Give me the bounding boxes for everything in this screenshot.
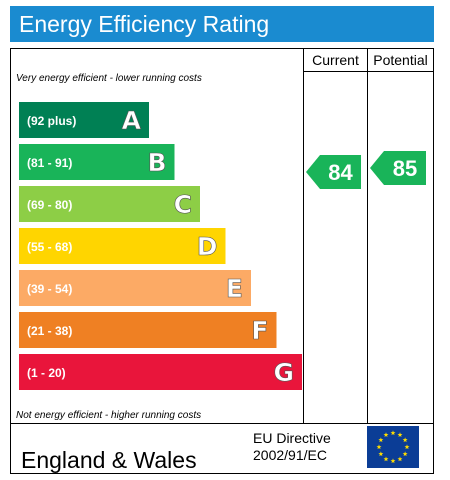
band-e-range: (39 - 54) bbox=[27, 282, 72, 296]
band-g bbox=[19, 354, 302, 390]
eu-directive: EU Directive 2002/91/EC bbox=[253, 430, 331, 464]
eu-flag-star bbox=[390, 458, 396, 464]
divider-potential bbox=[367, 49, 368, 423]
band-b bbox=[19, 144, 175, 180]
band-g-range: (1 - 20) bbox=[27, 366, 66, 380]
rating-indicators-svg: 84 85 bbox=[306, 151, 426, 189]
eu-flag-star bbox=[378, 437, 384, 443]
eu-flag-star bbox=[397, 456, 403, 462]
footer-divider bbox=[11, 423, 433, 424]
footer: England & Wales bbox=[11, 423, 433, 473]
band-a bbox=[19, 102, 149, 138]
rating-frame: Current Potential Very energy efficient … bbox=[10, 48, 434, 474]
band-d-letter: D bbox=[197, 232, 218, 261]
note-inefficient: Not energy efficient - higher running co… bbox=[16, 410, 202, 421]
band-d-range: (55 - 68) bbox=[27, 240, 72, 254]
eu-flag-star bbox=[404, 444, 410, 450]
band-a-range: (92 plus) bbox=[27, 114, 76, 128]
band-f-letter: F bbox=[251, 316, 268, 345]
current-rating-value: 84 bbox=[328, 160, 353, 185]
potential-rating-arrow bbox=[370, 151, 426, 185]
chart-title: Energy Efficiency Rating bbox=[19, 11, 270, 37]
band-c bbox=[19, 186, 200, 222]
eu-flag-star bbox=[402, 437, 408, 443]
potential-rating-value: 85 bbox=[393, 156, 417, 181]
eu-flag-star bbox=[383, 432, 389, 437]
eu-directive-line2: 2002/91/EC bbox=[253, 447, 327, 463]
rating-bands-svg: (92 plus) A (81 - 91) B (69 - 80) C (55 - 68) D… bbox=[19, 102, 302, 390]
band-b-letter: B bbox=[147, 148, 166, 177]
band-f-range: (21 - 38) bbox=[27, 324, 72, 338]
footer-region: England & Wales bbox=[21, 447, 197, 473]
band-e bbox=[19, 270, 251, 306]
eu-flag-star bbox=[383, 456, 389, 462]
column-header-current: Current bbox=[312, 52, 359, 68]
header-underline bbox=[303, 71, 433, 72]
band-d bbox=[19, 228, 226, 264]
eu-directive-line1: EU Directive bbox=[253, 430, 331, 446]
divider-current bbox=[303, 49, 304, 423]
note-efficient: Very energy efficient - lower running co… bbox=[16, 73, 202, 84]
band-a-letter: A bbox=[122, 106, 142, 135]
band-b-range: (81 - 91) bbox=[27, 156, 72, 170]
eu-flag-star bbox=[402, 451, 408, 457]
band-f bbox=[19, 312, 277, 348]
column-header-potential: Potential bbox=[373, 52, 428, 68]
band-c-letter: C bbox=[174, 190, 192, 219]
title-bar: Energy Efficiency Rating bbox=[10, 6, 434, 42]
eu-flag-star bbox=[390, 430, 396, 436]
eu-flag-star bbox=[378, 451, 384, 457]
band-e-letter: E bbox=[226, 274, 243, 303]
eu-flag-star bbox=[376, 444, 382, 450]
eu-flag-icon bbox=[367, 426, 419, 468]
eu-flag-star bbox=[397, 432, 403, 437]
current-rating-arrow bbox=[306, 155, 361, 189]
band-g-letter: G bbox=[273, 358, 294, 387]
band-c-range: (69 - 80) bbox=[27, 198, 72, 212]
